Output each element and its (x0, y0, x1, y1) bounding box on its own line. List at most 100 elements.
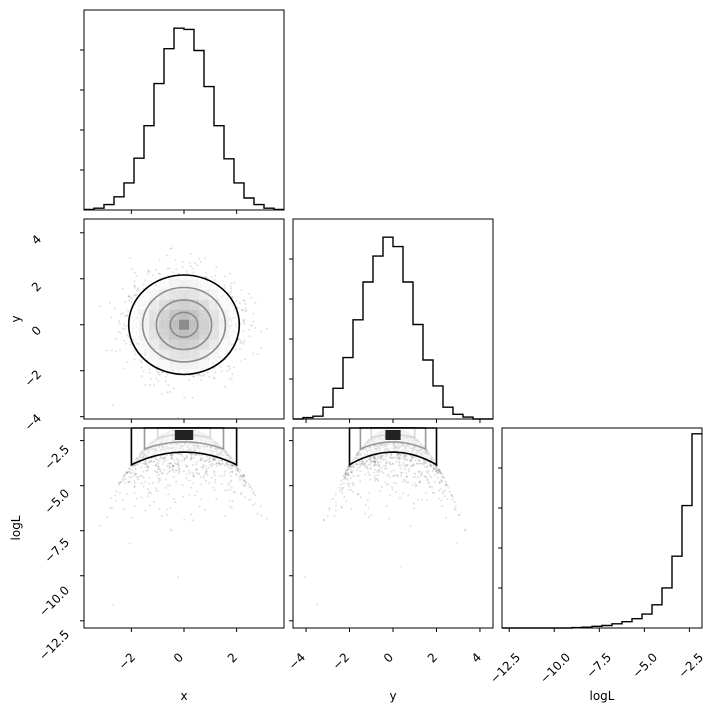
scatter-point (186, 457, 189, 460)
scatter-point (220, 370, 223, 373)
scatter-point (404, 465, 407, 468)
scatter-point (163, 455, 166, 458)
scatter-point (411, 455, 414, 458)
scatter-point (371, 460, 374, 463)
scatter-point (420, 462, 423, 465)
scatter-point (254, 326, 257, 329)
scatter-point (343, 496, 346, 499)
scatter-point (374, 468, 377, 471)
scatter-point (106, 516, 109, 519)
scatter-point (136, 478, 139, 481)
scatter-point (376, 455, 379, 457)
scatter-point (173, 459, 175, 462)
scatter-point (357, 493, 359, 495)
scatter-point (428, 485, 431, 488)
scatter-point (396, 453, 399, 456)
scatter-point (125, 342, 127, 345)
panel-y-hist-frame (292, 218, 494, 420)
scatter-point (373, 464, 376, 467)
scatter-point (191, 482, 194, 485)
scatter-point (233, 464, 236, 467)
scatter-point (451, 498, 454, 501)
scatter-point (405, 471, 408, 474)
scatter-point (185, 477, 188, 479)
scatter-point (229, 368, 232, 371)
scatter-point (204, 459, 207, 462)
scatter-point (435, 465, 438, 468)
scatter-point (193, 453, 196, 456)
scatter-point (158, 370, 161, 373)
scatter-point (367, 467, 370, 470)
scatter-point (148, 383, 151, 386)
scatter-point (245, 309, 248, 312)
scatter-point (388, 461, 391, 464)
scatter-point (342, 478, 345, 481)
scatter-point (328, 507, 331, 510)
scatter-point (106, 349, 109, 352)
scatter-point (158, 258, 161, 261)
scatter-point (148, 460, 151, 463)
scatter-point (120, 313, 123, 316)
scatter-point (123, 474, 126, 477)
scatter-point (369, 464, 372, 466)
scatter-point (158, 477, 161, 480)
scatter-point (118, 320, 121, 323)
scatter-point (341, 486, 344, 489)
scatter-point (200, 459, 203, 462)
scatter-point (434, 465, 437, 468)
scatter-point (175, 268, 178, 271)
scatter-point (335, 501, 338, 503)
scatter-point (147, 492, 150, 495)
scatter-point (365, 460, 368, 463)
scatter-point (392, 463, 395, 465)
scatter-point (157, 372, 160, 375)
scatter-point (164, 478, 167, 481)
scatter-point (428, 462, 431, 464)
scatter-point (358, 463, 361, 466)
scatter-point (118, 481, 121, 484)
scatter-point (170, 455, 173, 458)
scatter-point (128, 467, 131, 470)
scatter-point (421, 498, 424, 501)
scatter-point (155, 487, 158, 490)
scatter-point (439, 472, 442, 474)
scatter-point (209, 457, 212, 460)
scatter-point (231, 464, 233, 467)
scatter-point (122, 474, 125, 477)
scatter-point (351, 471, 353, 474)
scatter-point (398, 460, 401, 463)
scatter-point (211, 458, 214, 460)
scatter-point (357, 474, 360, 477)
scatter-point (377, 463, 380, 466)
scatter-point (230, 506, 233, 509)
scatter-point (123, 300, 126, 303)
scatter-point (345, 474, 347, 477)
scatter-point (419, 475, 422, 478)
scatter-point (183, 457, 186, 460)
scatter-point (180, 459, 183, 462)
scatter-point (213, 458, 216, 461)
scatter-point (442, 490, 444, 493)
scatter-point (399, 457, 402, 460)
scatter-point (389, 494, 392, 497)
scatter-point (208, 482, 211, 485)
scatter-point (205, 470, 208, 473)
scatter-point (249, 324, 252, 327)
scatter-point (425, 466, 428, 469)
scatter-point (345, 477, 348, 480)
scatter-point (154, 268, 157, 271)
scatter-point (192, 474, 195, 476)
scatter-point (153, 383, 156, 386)
scatter-point (231, 464, 234, 467)
scatter-point (162, 457, 165, 460)
scatter-point (172, 475, 175, 478)
scatter-point (140, 482, 143, 485)
scatter-point (340, 505, 343, 508)
scatter-point (223, 275, 226, 278)
scatter-point (438, 497, 441, 500)
scatter-point (418, 459, 421, 462)
scatter-point (374, 458, 377, 461)
scatter-point (404, 458, 407, 461)
scatter-point (373, 480, 376, 482)
scatter-point (390, 470, 393, 473)
